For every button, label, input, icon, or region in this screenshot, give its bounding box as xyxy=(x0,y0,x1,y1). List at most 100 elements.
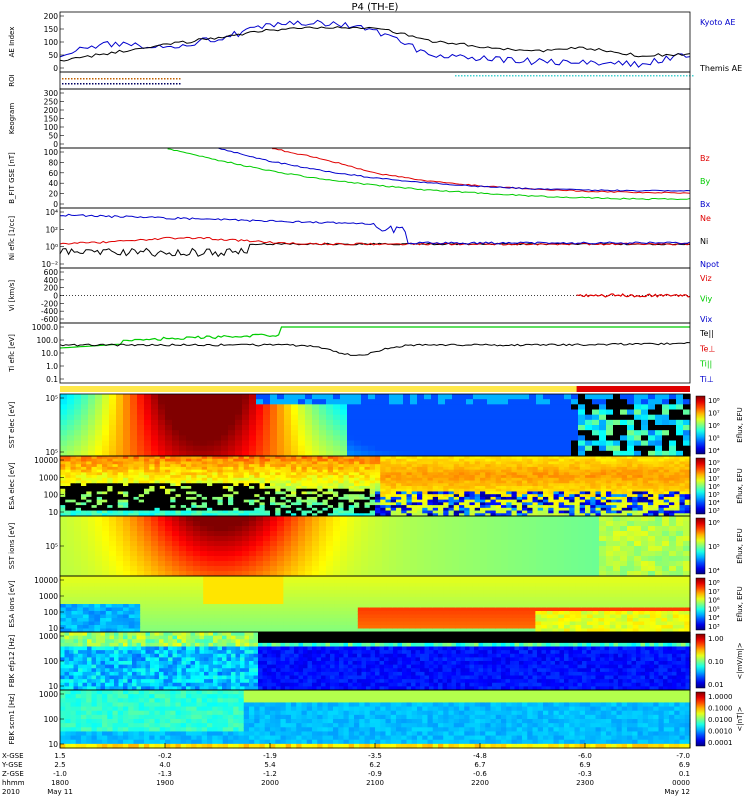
spectrogram-cell xyxy=(333,505,339,509)
spectrogram-cell xyxy=(501,419,509,426)
spectrogram-cell xyxy=(459,541,467,547)
spectrogram-cell xyxy=(137,536,145,542)
spectrogram-cell xyxy=(191,477,198,482)
spectrogram-cell xyxy=(550,409,558,416)
spectrogram-cell xyxy=(228,541,236,547)
spectrogram-cell xyxy=(175,494,182,498)
spectrogram-cell xyxy=(403,521,411,527)
spectrogram-cell xyxy=(285,483,292,487)
spectrogram-cell xyxy=(396,502,402,506)
spectrogram-cell xyxy=(375,561,383,567)
spectrogram-cell xyxy=(317,464,324,468)
spectrogram-cell xyxy=(600,494,607,498)
spectrogram-cell xyxy=(653,496,660,501)
spectrogram-cell xyxy=(327,483,334,487)
spectrogram-cell xyxy=(165,445,173,452)
spectrogram-cell xyxy=(158,450,166,457)
spectrogram-cell xyxy=(632,513,639,517)
spectrogram-cell xyxy=(417,546,425,552)
spectrogram-cell xyxy=(333,571,341,577)
spectrogram-cell xyxy=(65,472,72,476)
spectrogram-cell xyxy=(301,458,308,463)
spectrogram-cell xyxy=(529,556,537,562)
spectrogram-cell xyxy=(627,541,635,547)
spectrogram-cell xyxy=(637,488,644,493)
spectrogram-cell xyxy=(228,496,234,501)
spectrogram-cell xyxy=(501,477,507,482)
spectrogram-cell xyxy=(527,458,534,463)
spectrogram-cell xyxy=(389,399,397,405)
spectrogram-cell xyxy=(91,461,98,465)
spectrogram-cell xyxy=(522,541,530,547)
spectrogram-cell xyxy=(578,399,586,405)
spectrogram-cell xyxy=(165,464,171,468)
spectrogram-cell xyxy=(642,502,649,506)
spectrogram-cell xyxy=(112,472,119,476)
spectrogram-cell xyxy=(270,477,276,482)
spectrogram-cell xyxy=(312,425,320,431)
spectrogram-cell xyxy=(60,445,68,452)
spectrogram-cell xyxy=(298,440,306,447)
spectrogram-cell xyxy=(280,510,287,514)
spectrogram-cell xyxy=(138,475,145,479)
spectrogram-cell xyxy=(473,566,481,572)
spectrogram-cell xyxy=(453,494,460,498)
spectrogram-cell xyxy=(186,499,192,503)
spectrogram-cell xyxy=(600,496,607,501)
spectrogram-cell xyxy=(128,494,135,498)
spectrogram-cell xyxy=(338,502,345,506)
spectrogram-cell xyxy=(464,461,471,465)
spectrogram-cell xyxy=(186,531,194,537)
spectrogram-cell xyxy=(611,480,618,484)
spectrogram-cell xyxy=(179,521,187,527)
spectrogram-cell xyxy=(275,475,282,479)
spectrogram-cell xyxy=(75,494,82,498)
spectrogram-cell xyxy=(259,483,266,487)
spectrogram-cell xyxy=(574,491,581,495)
spectrogram-cell xyxy=(522,536,530,542)
spectrogram-cell xyxy=(65,593,73,598)
spectrogram-cell xyxy=(445,435,453,442)
spectrogram-cell xyxy=(277,566,285,572)
spectrogram-cell xyxy=(361,445,369,452)
spectrogram-cell xyxy=(200,404,208,411)
spectrogram-cell xyxy=(501,561,509,567)
spectrogram-cell xyxy=(277,561,285,567)
spectrogram-cell xyxy=(333,566,341,572)
spectrogram-cell xyxy=(354,409,362,416)
spectrogram-cell xyxy=(427,458,434,463)
spectrogram-cell xyxy=(242,414,250,421)
spectrogram-cell xyxy=(74,394,82,400)
spectrogram-cell xyxy=(333,461,339,465)
spectrogram-cell xyxy=(312,507,318,512)
spectrogram-cell xyxy=(537,477,544,482)
spectrogram-cell xyxy=(117,628,124,633)
spectrogram-cell xyxy=(448,505,455,509)
spectrogram-cell xyxy=(536,541,544,547)
spectrogram-cell xyxy=(60,502,66,506)
spectrogram-cell xyxy=(81,445,89,452)
spectrogram-cell xyxy=(249,456,255,460)
spectrogram-cell xyxy=(158,551,166,557)
spectrogram-cell xyxy=(663,472,670,476)
spectrogram-cell xyxy=(291,505,297,509)
spectrogram-cell xyxy=(91,458,98,463)
spectrogram-cell xyxy=(60,579,67,584)
spectrogram-cell xyxy=(196,477,203,482)
spectrogram-cell xyxy=(595,491,602,495)
spectrogram-cell xyxy=(600,513,607,517)
spectrogram-cell xyxy=(669,507,675,512)
spectrogram-cell xyxy=(100,618,107,623)
spectrogram-cell xyxy=(359,466,366,471)
spectrogram-cell xyxy=(193,536,201,542)
spectrogram-cell xyxy=(495,472,502,476)
spectrogram-cell xyxy=(606,456,612,460)
spectrogram-cell xyxy=(228,464,234,468)
spectrogram-cell xyxy=(508,551,516,557)
spectrogram-cell xyxy=(67,536,75,542)
spectrogram-cell xyxy=(669,505,675,509)
spectrogram-cell xyxy=(305,551,313,557)
spectrogram-cell xyxy=(170,507,177,512)
spectrogram-cell xyxy=(564,513,570,517)
spectrogram-cell xyxy=(130,526,138,532)
